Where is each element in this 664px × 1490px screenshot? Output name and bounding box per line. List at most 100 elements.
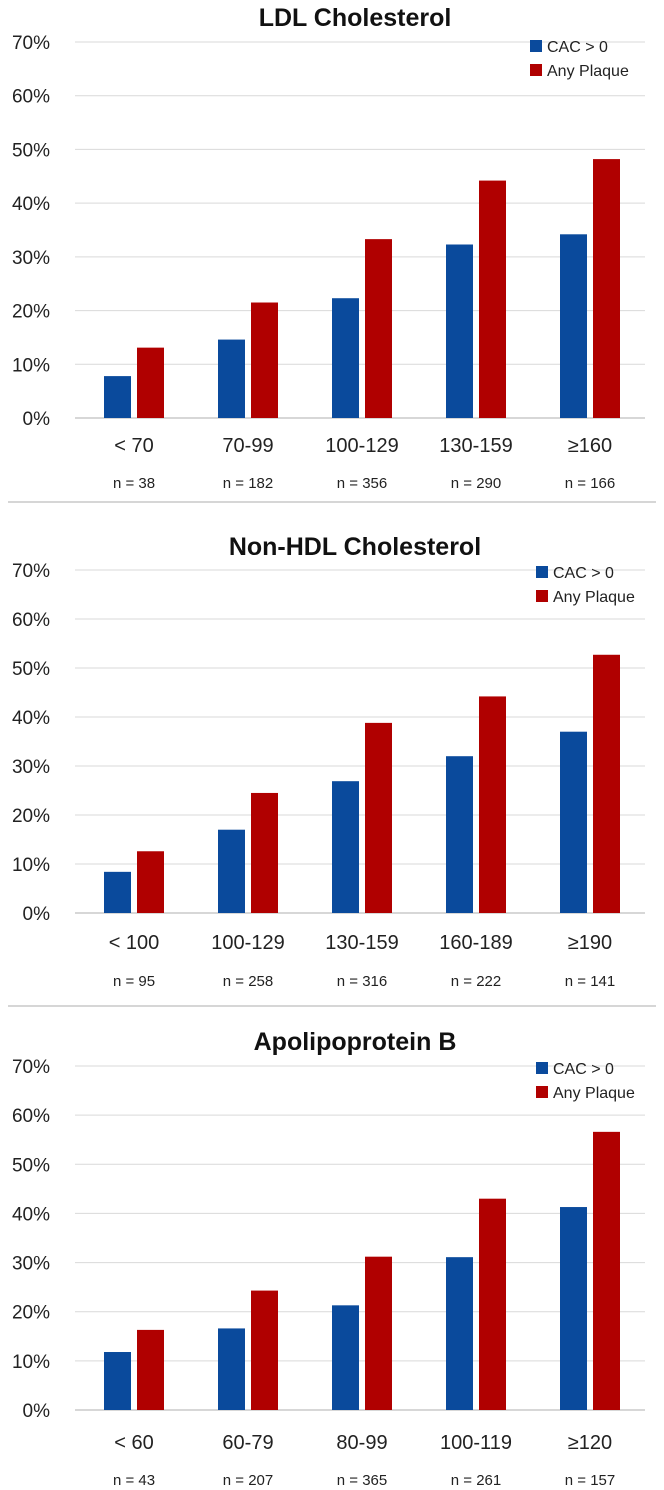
bar-any-plaque-5 [593, 654, 620, 913]
y-tick-label: 10% [12, 855, 50, 876]
legend-label: Any Plaque [553, 1085, 635, 1102]
legend-swatch-cac [536, 566, 548, 578]
bar-cac-2 [218, 1328, 245, 1410]
y-tick-label: 30% [12, 1254, 50, 1275]
y-tick-label: 30% [12, 757, 50, 778]
y-tick-label: 20% [12, 302, 50, 323]
y-tick-label: 70% [12, 561, 50, 582]
n-count-label: n = 261 [451, 1472, 501, 1489]
bar-any-plaque-1 [137, 1329, 164, 1410]
bar-any-plaque-1 [137, 347, 164, 418]
y-tick-label: 30% [12, 248, 50, 269]
bar-any-plaque-4 [479, 180, 506, 418]
x-tick-label: ≥120 [568, 1432, 612, 1454]
n-count-label: n = 166 [565, 475, 615, 492]
y-tick-label: 70% [12, 1057, 50, 1078]
n-count-label: n = 290 [451, 475, 501, 492]
n-count-label: n = 222 [451, 973, 501, 990]
legend: CAC > 0 Any Plaque [536, 565, 635, 606]
n-count-label: n = 207 [223, 1472, 273, 1489]
n-count-label: n = 141 [565, 973, 615, 990]
n-count-label: n = 157 [565, 1472, 615, 1489]
bar-any-plaque-3 [365, 1256, 392, 1410]
n-count-label: n = 316 [337, 973, 387, 990]
y-tick-label: 20% [12, 1303, 50, 1324]
y-tick-label: 70% [12, 33, 50, 54]
bar-cac-1 [104, 1352, 131, 1410]
y-tick-label: 40% [12, 708, 50, 729]
y-tick-label: 0% [23, 409, 51, 430]
bar-any-plaque-1 [137, 851, 164, 913]
x-tick-label: ≥190 [568, 932, 612, 954]
legend-swatch-any-plaque [530, 64, 542, 76]
bar-any-plaque-2 [251, 792, 278, 913]
n-count-label: n = 356 [337, 475, 387, 492]
legend-label: Any Plaque [553, 589, 635, 606]
chart-title: Non-HDL Cholesterol [229, 533, 481, 561]
legend-swatch-any-plaque [536, 590, 548, 602]
n-count-label: n = 258 [223, 973, 273, 990]
x-tick-label: 130-159 [325, 932, 398, 954]
bar-cac-5 [560, 731, 587, 913]
bar-cac-3 [332, 1305, 359, 1410]
bar-cac-5 [560, 234, 587, 418]
bar-cac-2 [218, 829, 245, 913]
bar-any-plaque-4 [479, 696, 506, 913]
x-tick-label: 60-79 [222, 1432, 273, 1454]
n-count-label: n = 182 [223, 475, 273, 492]
legend-label: Any Plaque [547, 63, 629, 80]
chart-panel-3: Apolipoprotein B 0% 10% 20% 30% 40% 50% 60% 70% <… [12, 1028, 645, 1489]
y-tick-label: 50% [12, 1155, 50, 1176]
y-tick-label: 0% [23, 1401, 51, 1422]
bar-any-plaque-2 [251, 302, 278, 418]
bar-any-plaque-3 [365, 722, 392, 913]
x-tick-label: 80-99 [336, 1432, 387, 1454]
n-count-label: n = 38 [113, 475, 155, 492]
x-tick-label: 160-189 [439, 932, 512, 954]
bar-cac-2 [218, 339, 245, 418]
n-count-label: n = 365 [337, 1472, 387, 1489]
x-tick-label: 100-129 [211, 932, 284, 954]
y-tick-label: 60% [12, 610, 50, 631]
legend: CAC > 0 Any Plaque [530, 39, 629, 80]
bar-any-plaque-3 [365, 239, 392, 418]
legend: CAC > 0 Any Plaque [536, 1061, 635, 1102]
x-tick-label: < 100 [109, 932, 160, 954]
bar-cac-3 [332, 298, 359, 418]
legend-swatch-any-plaque [536, 1086, 548, 1098]
bar-any-plaque-4 [479, 1198, 506, 1410]
legend-label: CAC > 0 [553, 1061, 614, 1078]
bar-cac-5 [560, 1207, 587, 1410]
y-tick-label: 40% [12, 1204, 50, 1225]
y-tick-label: 20% [12, 806, 50, 827]
bar-cac-1 [104, 871, 131, 913]
y-tick-label: 0% [23, 904, 51, 925]
bar-any-plaque-2 [251, 1290, 278, 1410]
y-tick-label: 40% [12, 194, 50, 215]
chart-title: LDL Cholesterol [259, 4, 452, 32]
bar-any-plaque-5 [593, 1131, 620, 1410]
y-tick-label: 50% [12, 140, 50, 161]
bar-cac-4 [446, 244, 473, 418]
chart-panel-1: LDL Cholesterol 0% 10% 20% 30% 40% 50% 60% 70% < … [12, 4, 645, 492]
n-count-label: n = 95 [113, 973, 155, 990]
y-tick-label: 50% [12, 659, 50, 680]
bar-cac-1 [104, 376, 131, 418]
x-tick-label: 100-119 [440, 1432, 512, 1454]
x-tick-label: 130-159 [439, 435, 512, 457]
bar-cac-4 [446, 756, 473, 913]
x-tick-label: 70-99 [222, 435, 273, 457]
y-tick-label: 60% [12, 1106, 50, 1127]
bar-any-plaque-5 [593, 159, 620, 418]
x-tick-label: ≥160 [568, 435, 612, 457]
legend-label: CAC > 0 [547, 39, 608, 56]
legend-label: CAC > 0 [553, 565, 614, 582]
chart-title: Apolipoprotein B [254, 1028, 457, 1056]
y-tick-label: 10% [12, 1352, 50, 1373]
x-tick-label: < 60 [114, 1432, 153, 1454]
chart-panel-2: Non-HDL Cholesterol 0% 10% 20% 30% 40% 50% 60% 7… [12, 533, 645, 990]
bar-cac-3 [332, 781, 359, 913]
y-tick-label: 60% [12, 87, 50, 108]
